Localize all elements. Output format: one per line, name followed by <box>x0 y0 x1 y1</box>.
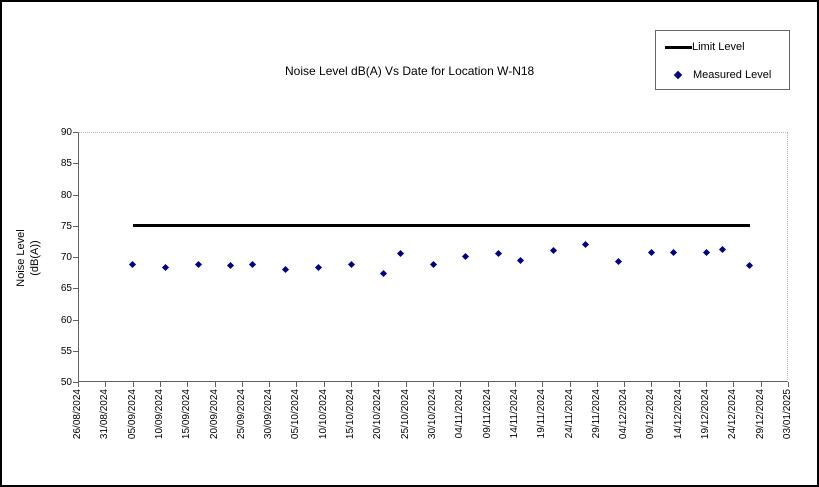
x-tick-label-text: 30/10/2024 <box>427 389 438 440</box>
x-tick-mark <box>269 382 271 387</box>
x-tick-label-text: 05/09/2024 <box>126 389 138 440</box>
x-tick-label-text: 15/10/2024 <box>345 389 357 440</box>
y-tick-label: 50 <box>60 377 72 388</box>
limit-level-line-swatch <box>665 45 692 49</box>
legend-item-measured-level: Measured Level <box>656 65 771 85</box>
x-tick-mark <box>651 382 653 387</box>
x-tick-label-text: 10/09/2024 <box>153 389 165 440</box>
y-tick-label: 60 <box>60 314 72 326</box>
x-tick-mark <box>78 382 79 387</box>
x-tick-label-text: 05/10/2024 <box>290 389 302 440</box>
x-tick-mark <box>460 382 462 387</box>
y-tick-mark <box>73 132 78 133</box>
legend-label-limit-level: Limit Level <box>692 41 745 53</box>
x-tick-label-text: 09/11/2024 <box>481 389 493 439</box>
x-tick-mark <box>159 382 161 387</box>
y-tick-label: 55 <box>60 345 72 357</box>
x-tick-mark <box>596 382 598 387</box>
x-tick-mark <box>678 382 680 387</box>
y-tick-label: 65 <box>60 283 72 295</box>
x-tick-mark <box>733 382 735 387</box>
x-tick-mark <box>788 382 789 387</box>
x-tick-mark <box>296 382 298 387</box>
x-tick-label-text: 14/12/2024 <box>672 389 684 440</box>
y-tick-label: 85 <box>60 158 72 170</box>
x-tick-label-text: 30/09/2024 <box>263 389 275 440</box>
legend-item-limit-level: Limit Level <box>656 37 745 57</box>
x-tick-mark <box>405 382 407 387</box>
x-tick-mark <box>569 382 571 387</box>
y-tick-mark <box>73 163 78 165</box>
x-tick-mark <box>624 382 626 387</box>
plot-area <box>78 132 788 382</box>
x-tick-label-text: 20/09/2024 <box>208 389 220 440</box>
x-tick-label-text: 04/11/2024 <box>454 389 466 439</box>
x-tick-mark <box>706 382 708 387</box>
x-tick-label-text: 20/10/2024 <box>372 389 384 440</box>
y-tick-mark <box>73 257 78 258</box>
x-tick-label-text: 24/12/2024 <box>727 389 739 440</box>
x-tick-label-text: 29/12/2024 <box>754 389 766 440</box>
x-tick-label-text: 29/11/2024 <box>590 389 602 439</box>
x-tick-label-text: 04/12/2024 <box>618 389 630 440</box>
chart-title: Noise Level dB(A) Vs Date for Location W… <box>285 64 535 78</box>
y-tick-mark <box>73 194 78 196</box>
x-tick-mark <box>760 382 762 387</box>
x-tick-mark <box>351 382 353 387</box>
x-tick-label-text: 24/11/2024 <box>563 389 575 439</box>
x-tick-label-text: 26/08/2024 <box>72 389 83 440</box>
x-tick-label-text: 09/12/2024 <box>645 389 657 440</box>
x-tick-mark <box>105 382 107 387</box>
y-tick-label: 80 <box>60 189 72 201</box>
x-tick-mark <box>214 382 216 387</box>
x-tick-label-text: 25/09/2024 <box>235 389 247 440</box>
x-tick-label-text: 03/01/2025 <box>782 389 793 440</box>
x-tick-label-text: 31/08/2024 <box>99 389 111 440</box>
x-tick-mark <box>487 382 489 387</box>
y-tick-mark <box>73 225 78 227</box>
legend: Limit Level Measured Level <box>655 30 790 90</box>
y-tick-mark <box>73 382 78 383</box>
measured-level-diamond-swatch <box>673 70 683 80</box>
x-tick-label-text: 25/10/2024 <box>399 389 411 440</box>
x-tick-mark <box>132 382 134 387</box>
x-tick-mark <box>323 382 325 387</box>
x-tick-label-text: 19/12/2024 <box>700 389 712 440</box>
x-tick-mark <box>378 382 380 387</box>
x-tick-label-text: 14/11/2024 <box>508 389 520 439</box>
y-tick-mark <box>73 319 78 321</box>
x-tick-mark <box>542 382 544 387</box>
x-tick-label-text: 10/10/2024 <box>317 389 329 440</box>
y-tick-label: 75 <box>60 220 72 232</box>
y-tick-mark <box>73 350 78 352</box>
x-tick-mark <box>241 382 243 387</box>
x-tick-label-text: 15/09/2024 <box>181 389 193 440</box>
x-tick-mark <box>514 382 516 387</box>
y-tick-label: 70 <box>60 252 72 263</box>
x-tick-mark <box>433 382 434 387</box>
y-tick-label: 90 <box>60 127 72 138</box>
y-axis-title-line1: Noise Level <box>15 229 27 287</box>
x-tick-mark <box>187 382 189 387</box>
y-tick-mark <box>73 288 78 290</box>
limit-level-line <box>132 224 750 228</box>
legend-label-measured-level: Measured Level <box>693 69 772 81</box>
x-tick-label-text: 19/11/2024 <box>536 389 548 439</box>
